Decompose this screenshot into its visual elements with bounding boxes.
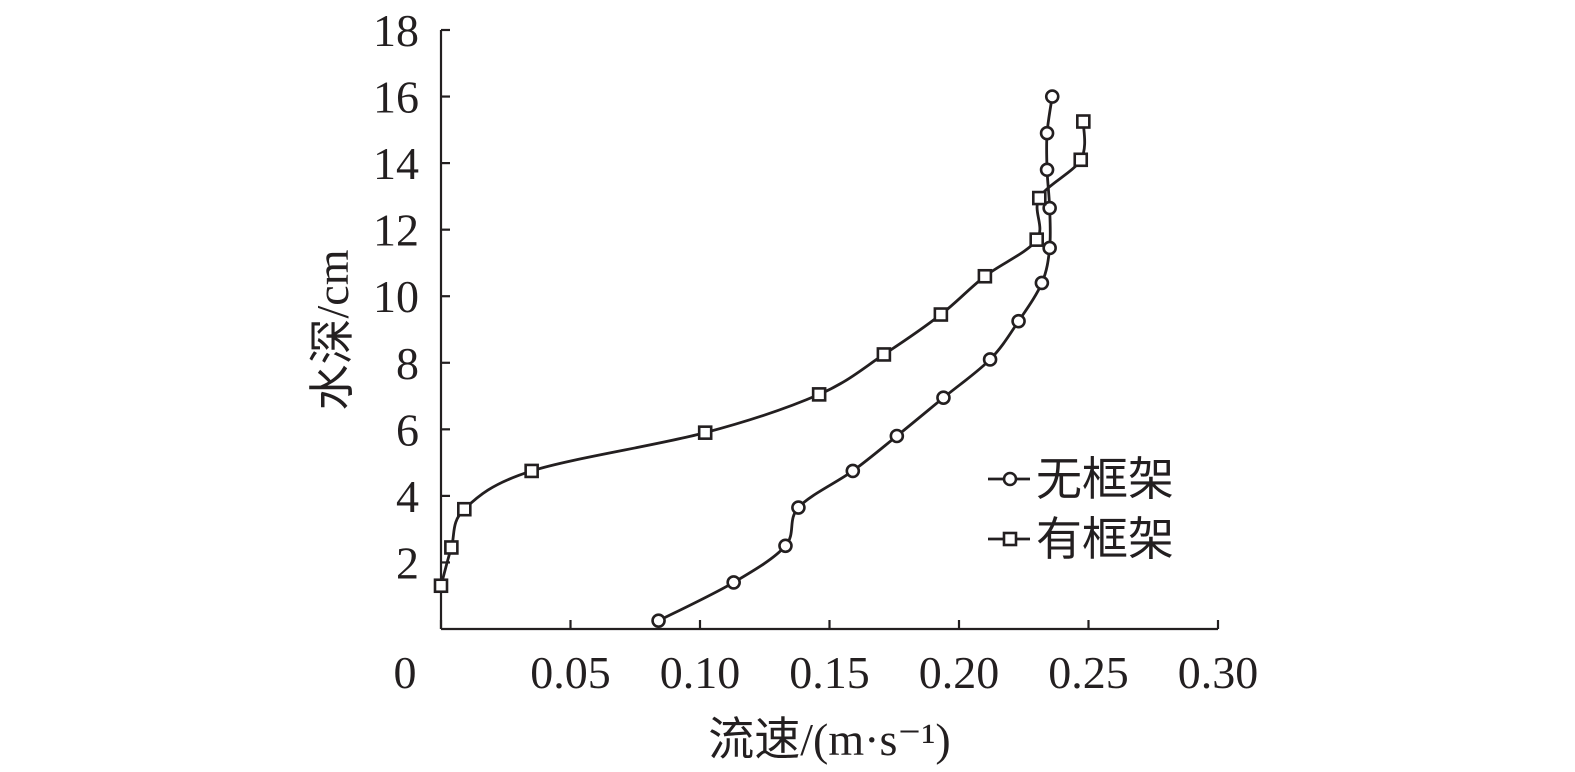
x-axis-title: 流速/(m·s⁻¹) — [708, 714, 951, 765]
legend-label: 有框架 — [1036, 514, 1174, 565]
data-point-square — [876, 347, 892, 362]
data-point-square — [433, 578, 449, 594]
y-axis-title: 水深/cm — [307, 249, 358, 410]
x-tick-label: 0.30 — [1178, 647, 1259, 698]
data-point-square — [697, 425, 713, 440]
data-point-circle — [936, 390, 951, 406]
data-point-square — [1076, 114, 1091, 129]
y-tick-label: 4 — [396, 471, 419, 522]
data-point-circle — [1042, 200, 1057, 216]
data-point-circle — [1039, 162, 1055, 178]
legend-label: 无框架 — [1036, 454, 1174, 505]
series-no-frame — [651, 89, 1060, 628]
legend-marker-square — [1002, 531, 1018, 547]
data-point-square — [444, 540, 459, 555]
x-tick-label: 0.05 — [530, 647, 611, 698]
data-point-circle — [651, 613, 666, 628]
series-layer — [433, 89, 1091, 628]
axes: 2 4 6 8 10 12 14 16 18 0 0.05 0.10 0.15 0.20 0.25 0.30 流… — [307, 5, 1258, 765]
y-tick-label: 12 — [373, 205, 419, 256]
y-tick-label: 8 — [396, 338, 419, 389]
y-tick-label: 6 — [396, 404, 419, 455]
data-point-circle — [982, 352, 998, 367]
data-point-square — [1029, 232, 1044, 247]
data-point-square — [1031, 190, 1047, 206]
y-tick-label: 16 — [373, 72, 419, 123]
y-tick-label: 2 — [396, 537, 419, 588]
data-point-circle — [889, 428, 905, 444]
data-point-square — [1073, 152, 1089, 168]
data-point-circle — [1044, 89, 1060, 104]
y-tick-label: 10 — [373, 271, 419, 322]
y-tick-label: 14 — [373, 138, 419, 189]
x-tick-label: 0.15 — [789, 647, 870, 698]
x-tick-label: 0 — [394, 647, 417, 698]
data-point-circle — [778, 538, 793, 554]
data-point-square — [933, 307, 949, 322]
legend-item: 无框架 — [988, 454, 1174, 505]
legend-marker-circle — [1002, 471, 1018, 487]
data-point-square — [977, 268, 993, 284]
data-point-circle — [1011, 313, 1026, 329]
x-tick-label: 0.20 — [919, 647, 1000, 698]
x-tick-label: 0.25 — [1048, 647, 1129, 698]
legend-item: 有框架 — [988, 514, 1174, 565]
data-point-circle — [791, 500, 806, 515]
y-tick-label: 18 — [373, 5, 419, 56]
data-point-circle — [845, 463, 861, 479]
data-point-circle — [1039, 125, 1055, 141]
x-tick-label: 0.10 — [660, 647, 741, 698]
data-point-square — [811, 387, 827, 402]
data-point-circle — [1034, 275, 1050, 291]
data-point-square — [457, 501, 472, 517]
series-with-frame — [433, 114, 1091, 594]
data-point-circle — [1042, 240, 1057, 256]
data-point-square — [524, 463, 539, 479]
data-point-circle — [726, 575, 741, 590]
